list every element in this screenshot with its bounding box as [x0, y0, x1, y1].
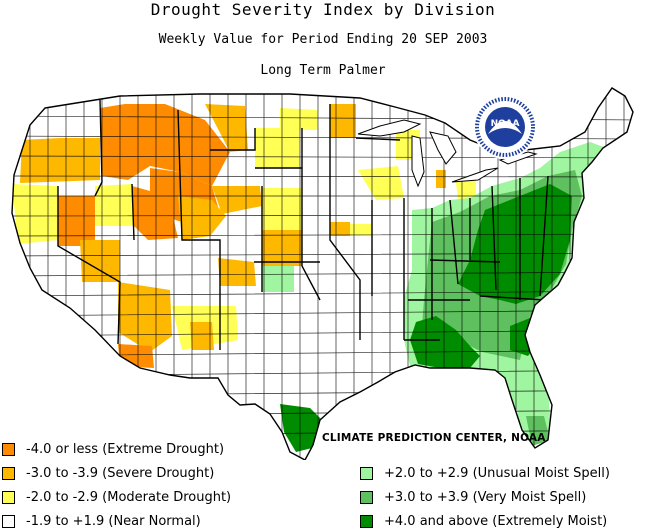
colorado-severe — [178, 196, 226, 240]
legend-label: -2.0 to -2.9 (Moderate Drought) — [26, 489, 232, 505]
legend-label: +4.0 and above (Extremely Moist) — [384, 513, 608, 529]
pacific-nw-severe — [20, 138, 100, 183]
legend-item-moderate-drought: -2.0 to -2.9 (Moderate Drought) — [2, 489, 231, 505]
legend-swatch — [360, 466, 373, 480]
legend-item-extreme-drought: -4.0 or less (Extreme Drought) — [2, 441, 224, 457]
michigan-south-severe — [436, 170, 446, 188]
noaa-logo-text: NOAA — [491, 119, 520, 129]
new-mexico-south-severe — [190, 322, 214, 350]
lake-michigan — [411, 135, 425, 188]
ohio-moderate — [456, 180, 476, 200]
index-name: Long Term Palmer — [260, 63, 386, 78]
noaa-logo: NOAA — [473, 95, 537, 159]
legend-swatch — [2, 466, 15, 480]
drought-map: NOAA — [11, 87, 634, 460]
iowa-severe — [330, 222, 350, 236]
utah-colorado-extreme — [132, 186, 178, 240]
montana-severe — [205, 104, 248, 152]
legend-label: -3.0 to -3.9 (Severe Drought) — [26, 465, 215, 481]
legend-label: +3.0 to +3.9 (Very Moist Spell) — [384, 489, 587, 505]
credit-text: CLIMATE PREDICTION CENTER, NOAA — [322, 432, 546, 444]
legend-swatch — [2, 442, 15, 456]
appalachian-extremely-moist — [458, 184, 572, 304]
kansas-unusual-moist — [262, 266, 294, 292]
legend-swatch — [360, 490, 373, 504]
noaa-seagull-icon — [488, 121, 522, 134]
gulf-extremely-moist — [410, 316, 480, 368]
legend-item-unusual-moist: +2.0 to +2.9 (Unusual Moist Spell) — [360, 465, 610, 481]
legend-item-near-normal: -1.9 to +1.9 (Near Normal) — [2, 513, 201, 529]
state-lines — [57, 99, 549, 350]
nevada-severe — [80, 240, 120, 282]
illinois-moderate — [350, 224, 372, 236]
lake-erie — [451, 167, 499, 183]
legend-item-severe-drought: -3.0 to -3.9 (Severe Drought) — [2, 465, 214, 481]
wyoming-east-severe — [212, 186, 262, 214]
north-dakota-moderate — [280, 108, 318, 130]
idaho-montana-extreme — [100, 104, 230, 186]
lake-superior — [357, 119, 422, 137]
legend-swatch — [360, 514, 373, 528]
texas-coast-extremely-moist — [280, 404, 322, 452]
legend-swatch — [2, 490, 15, 504]
map-title: Drought Severity Index by Division — [150, 0, 496, 19]
dakotas-moderate — [255, 128, 300, 168]
legend-label: +2.0 to +2.9 (Unusual Moist Spell) — [384, 465, 610, 481]
utah-moderate — [95, 184, 134, 226]
legend-label: -1.9 to +1.9 (Near Normal) — [26, 513, 201, 529]
legend-swatch — [2, 514, 15, 528]
minnesota-severe — [330, 104, 356, 138]
wisconsin-moderate — [358, 166, 404, 200]
legend-item-very-moist: +3.0 to +3.9 (Very Moist Spell) — [360, 489, 586, 505]
legend-item-extremely-moist: +4.0 and above (Extremely Moist) — [360, 513, 607, 529]
great-lakes — [357, 119, 538, 188]
map-subtitle: Weekly Value for Period Ending 20 SEP 20… — [158, 32, 488, 47]
pacific-nw-moderate — [12, 184, 58, 244]
socal-extreme — [118, 344, 154, 368]
lake-huron — [429, 131, 457, 165]
division-map — [12, 88, 633, 460]
new-mexico-severe — [218, 258, 256, 286]
nevada-extreme — [58, 196, 95, 246]
legend-label: -4.0 or less (Extreme Drought) — [26, 441, 225, 457]
